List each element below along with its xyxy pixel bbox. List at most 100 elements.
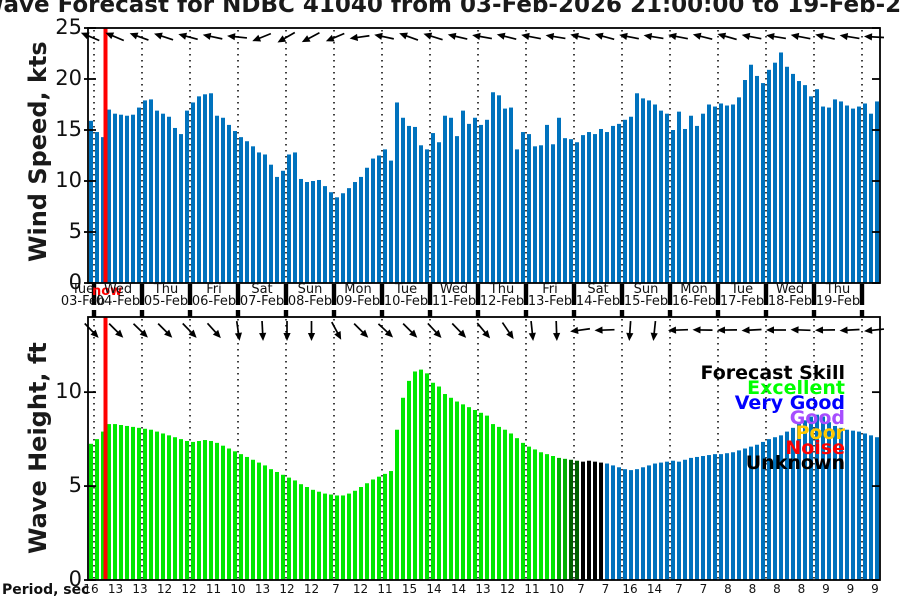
wave-bar: [587, 460, 591, 580]
wave-direction-arrow: [839, 326, 848, 334]
wind-direction-arrow: [399, 32, 408, 40]
wind-bar: [293, 152, 297, 283]
wind-bar: [623, 119, 627, 283]
wind-bar: [353, 182, 357, 283]
wave-bar: [437, 386, 441, 580]
wind-bar: [575, 142, 579, 283]
wave-bar: [815, 414, 819, 580]
wind-bar: [605, 132, 609, 283]
wind-bar: [485, 119, 489, 283]
wind-direction-arrow: [570, 32, 579, 40]
wave-bar: [227, 448, 231, 580]
wind-bar: [791, 73, 795, 284]
wave-bar: [791, 427, 795, 580]
wave-bar: [413, 371, 417, 580]
wind-bar: [557, 117, 561, 283]
wave-bar: [701, 456, 705, 580]
wind-direction-arrow: [129, 32, 139, 40]
wind-bar: [521, 132, 525, 283]
wind-bar: [671, 130, 675, 283]
now-marker-label: now: [92, 284, 123, 299]
wind-bar: [383, 149, 387, 283]
wind-bar: [113, 113, 117, 284]
period-value: 10: [230, 582, 246, 596]
wind-bar: [95, 132, 99, 283]
wave-bar: [419, 369, 423, 580]
wave-bar: [569, 459, 573, 580]
wave-bar: [179, 439, 183, 580]
wind-bar: [395, 102, 399, 284]
wave-bar: [623, 469, 627, 580]
wave-bar: [533, 449, 537, 580]
wave-bar: [689, 457, 693, 580]
wind-bar: [257, 152, 261, 283]
wave-bar: [155, 431, 159, 580]
wind-bar: [593, 134, 597, 283]
wave-bar: [593, 461, 597, 580]
wave-direction-arrow: [815, 326, 824, 334]
wave-bar: [167, 435, 171, 580]
period-value: 13: [132, 582, 148, 596]
day-label-06-Feb: Fri 06-Feb: [191, 282, 237, 309]
wind-bar: [539, 145, 543, 283]
day-label-14-Feb: Sat 14-Feb: [575, 282, 621, 309]
wind-direction-arrow: [178, 32, 188, 40]
wave-direction-arrow: [626, 332, 634, 341]
wave-direction-arrow: [457, 329, 467, 338]
wave-bar: [659, 462, 663, 580]
wind-bar: [389, 160, 393, 283]
wave-bar: [737, 450, 741, 580]
wind-bar: [845, 105, 849, 284]
wave-direction-arrow: [570, 326, 579, 334]
wave-bar: [683, 459, 687, 580]
wave-bar: [611, 465, 615, 580]
wave-bar: [251, 459, 255, 580]
wind-bar: [719, 103, 723, 283]
day-label-03-Feb: Tue 03-Feb: [60, 282, 106, 309]
period-value: 16: [83, 582, 99, 596]
wave-bar: [863, 433, 867, 580]
wave-bar: [875, 437, 879, 580]
wave-direction-arrow: [692, 326, 701, 334]
chart-title: & Wave Forecast for NDBC 41040 from 03-F…: [0, 0, 900, 18]
period-value: 11: [377, 582, 393, 596]
wind-bar: [797, 81, 801, 283]
wind-bar: [515, 149, 519, 283]
wind-bar: [449, 117, 453, 283]
period-value: 7: [332, 582, 340, 596]
wind-bar: [335, 197, 339, 283]
wave-bar: [599, 462, 603, 580]
wind-bar: [737, 97, 741, 283]
wind-bar: [119, 114, 123, 283]
wind-bar: [731, 104, 735, 283]
wave-direction-arrow: [164, 329, 173, 338]
wind-bar: [599, 128, 603, 283]
day-label-15-Feb: Sun 15-Feb: [623, 282, 669, 309]
wave-bar: [749, 446, 753, 580]
period-value: 9: [846, 582, 855, 596]
wind-bar: [419, 145, 423, 283]
period-value: 8: [748, 582, 757, 596]
wave-bar: [347, 493, 351, 580]
wave-bar: [215, 442, 219, 580]
period-value: 8: [724, 582, 732, 596]
wave-bar: [377, 476, 381, 580]
wave-bar: [821, 416, 825, 580]
wave-direction-arrow: [668, 326, 677, 334]
wind-bar: [767, 69, 771, 283]
wind-bar: [611, 125, 615, 283]
wave-bar: [809, 416, 813, 580]
wind-bar: [149, 99, 153, 284]
wind-bar: [365, 167, 369, 283]
wind-bar: [563, 138, 567, 283]
wind-bar: [545, 124, 549, 284]
wind-bar: [305, 182, 309, 283]
wave-bar: [143, 428, 147, 580]
wave-bar: [635, 469, 639, 580]
wind-bar: [587, 132, 591, 283]
wind-direction-arrow: [202, 32, 212, 40]
wind-bar: [233, 131, 237, 283]
wind-bar: [269, 164, 273, 283]
